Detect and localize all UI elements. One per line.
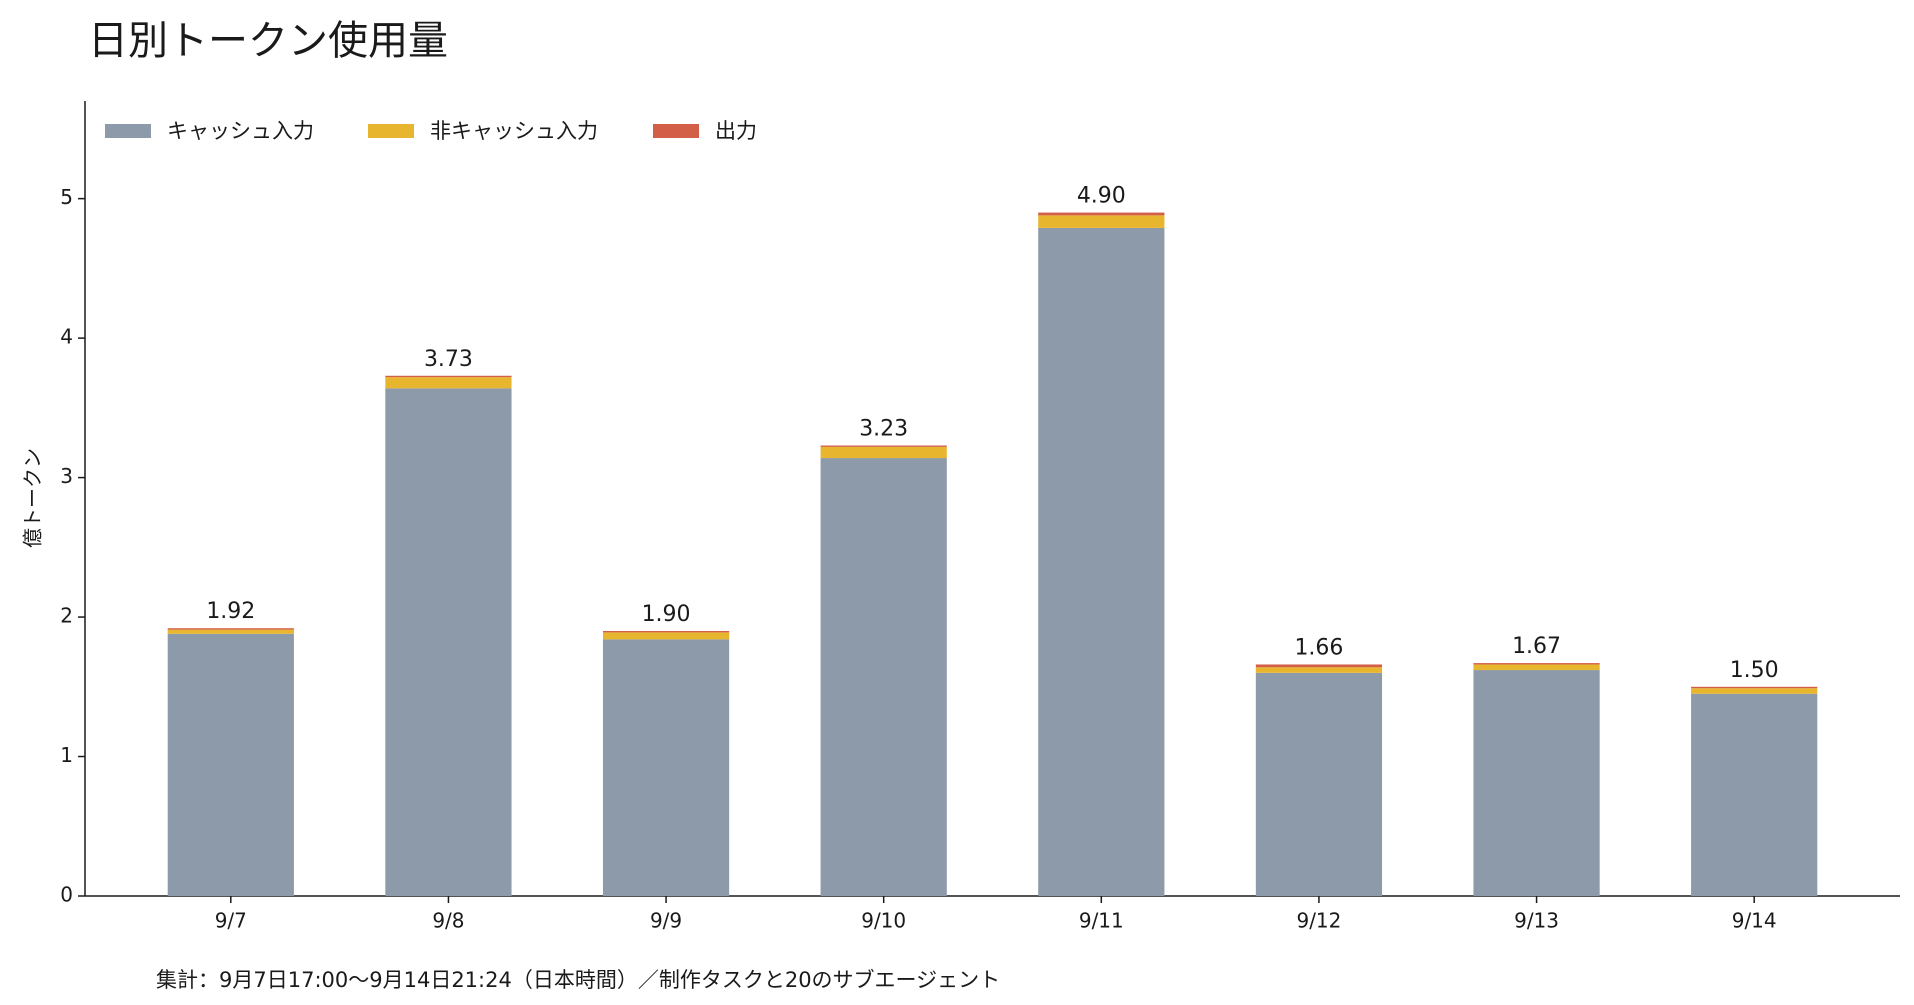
bar-segment (1473, 663, 1600, 665)
total-label: 3.23 (859, 417, 908, 442)
bar-segment (1038, 227, 1165, 897)
x-tick-label: 9/12 (1296, 909, 1341, 933)
bar-segment (1255, 667, 1383, 673)
total-label: 1.50 (1730, 658, 1779, 683)
bar-segment (385, 375, 512, 378)
legend-label: 出力 (715, 119, 757, 143)
bar-segment (1038, 215, 1165, 228)
bar-segment (602, 631, 730, 633)
total-label: 4.90 (1077, 184, 1126, 209)
x-tick-label: 9/13 (1514, 909, 1559, 933)
legend-swatch (653, 124, 699, 138)
total-label: 1.90 (642, 602, 691, 627)
bar-segment (602, 632, 730, 640)
bar-segment (1691, 693, 1818, 896)
bar-segment (167, 628, 294, 630)
x-tick-label: 9/11 (1079, 909, 1124, 933)
y-axis-label: 億トークン (21, 448, 45, 548)
bar-segment (1255, 672, 1383, 896)
bar-segment (1255, 664, 1383, 668)
bar-segment (820, 446, 947, 459)
legend-label: キャッシュ入力 (167, 119, 314, 143)
bar-segment (820, 458, 947, 896)
bar-segment (1691, 686, 1818, 689)
bar-segment (1473, 670, 1600, 896)
y-tick-label: 3 (60, 464, 73, 488)
y-tick-label: 0 (60, 883, 73, 907)
bar-segment (820, 445, 947, 447)
bar-segment (167, 633, 294, 896)
total-label: 3.73 (424, 347, 473, 372)
total-label: 1.92 (206, 599, 255, 624)
x-tick-label: 9/9 (650, 909, 682, 933)
bar-segment (1473, 664, 1600, 671)
bar-segment (385, 377, 512, 389)
x-tick-label: 9/7 (215, 909, 247, 933)
legend-swatch (105, 124, 151, 138)
legend-swatch (368, 124, 414, 138)
footnote: 集計：9月7日17:00〜9月14日21:24（日本時間）／制作タスクと20のサ… (156, 968, 1000, 992)
y-tick-label: 5 (60, 185, 73, 209)
total-label: 1.66 (1294, 635, 1343, 660)
y-tick-label: 1 (60, 743, 73, 767)
x-tick-label: 9/14 (1732, 909, 1777, 933)
bar-segment (602, 639, 730, 896)
y-tick-label: 2 (60, 604, 73, 628)
chart-title: 日別トークン使用量 (88, 18, 448, 64)
bar-segment (1691, 688, 1818, 694)
y-tick-label: 4 (60, 325, 73, 349)
bar-segment (167, 629, 294, 634)
total-label: 1.67 (1512, 634, 1561, 659)
legend-label: 非キャッシュ入力 (430, 119, 598, 143)
bar-segment (1038, 212, 1165, 216)
x-tick-label: 9/8 (432, 909, 464, 933)
bar-segment (385, 388, 512, 896)
x-tick-label: 9/10 (861, 909, 906, 933)
